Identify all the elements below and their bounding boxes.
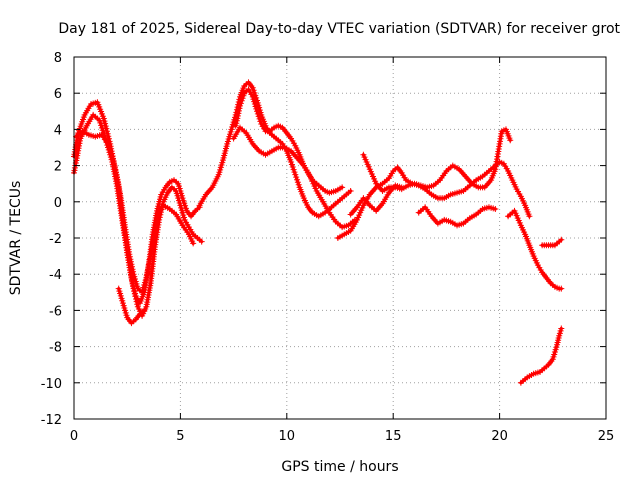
data-point-markers bbox=[347, 182, 405, 218]
y-tick-label: -6 bbox=[49, 304, 62, 319]
data-point-markers bbox=[505, 207, 565, 292]
x-tick-label: 10 bbox=[279, 429, 296, 444]
y-tick-label: -2 bbox=[49, 232, 62, 247]
y-tick-label: 8 bbox=[54, 51, 62, 66]
x-tick-label: 20 bbox=[491, 429, 508, 444]
data-point-markers bbox=[539, 236, 565, 249]
series-line bbox=[540, 238, 563, 247]
data-point-markers bbox=[115, 285, 148, 327]
series-line bbox=[506, 209, 563, 291]
series-line bbox=[74, 129, 195, 294]
y-tick-label: -8 bbox=[49, 341, 62, 356]
x-axis-label: GPS time / hours bbox=[281, 459, 398, 475]
series-track-7 bbox=[230, 124, 358, 231]
series-track-4 bbox=[115, 285, 148, 327]
y-tick-label: -10 bbox=[41, 377, 62, 392]
data-point-markers bbox=[196, 79, 354, 220]
series-track-14 bbox=[517, 325, 565, 386]
series-track-10 bbox=[415, 204, 499, 229]
y-tick-label: 6 bbox=[54, 87, 62, 102]
tick-layer: 0 5 10 15 20 25 -12 -10 -8 -6 -4 -2 0 2 4 6 8 bbox=[41, 51, 615, 444]
y-tick-label: 2 bbox=[54, 160, 62, 175]
data-point-markers bbox=[517, 325, 565, 386]
series-layer bbox=[71, 79, 565, 386]
series-track-2 bbox=[71, 99, 203, 307]
chart-title: Day 181 of 2025, Sidereal Day-to-day VTE… bbox=[58, 21, 620, 37]
series-track-5 bbox=[196, 79, 354, 220]
series-track-11 bbox=[347, 182, 405, 218]
y-axis-label: SDTVAR / TECUs bbox=[8, 181, 24, 296]
y-tick-label: -12 bbox=[41, 413, 62, 428]
series-track-3 bbox=[73, 128, 197, 296]
y-tick-label: 4 bbox=[54, 123, 62, 138]
x-tick-label: 5 bbox=[176, 429, 184, 444]
x-tick-label: 15 bbox=[385, 429, 402, 444]
data-point-markers bbox=[73, 128, 197, 296]
series-track-12 bbox=[505, 207, 565, 292]
data-point-markers bbox=[230, 124, 358, 231]
x-tick-label: 0 bbox=[70, 429, 78, 444]
data-point-markers bbox=[415, 204, 499, 229]
series-track-13 bbox=[539, 236, 565, 249]
y-tick-label: -4 bbox=[49, 268, 62, 283]
x-tick-label: 25 bbox=[598, 429, 615, 444]
y-tick-label: 0 bbox=[54, 196, 62, 211]
